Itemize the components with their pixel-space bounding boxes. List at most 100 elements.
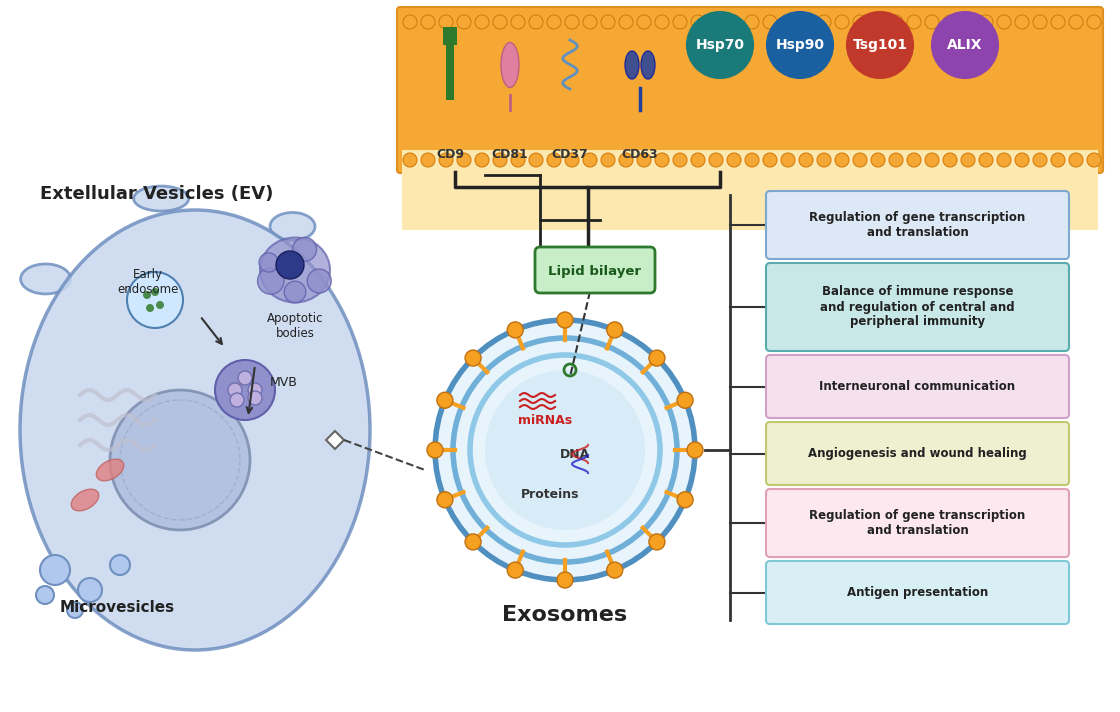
Circle shape [961,153,976,167]
Circle shape [925,15,939,29]
FancyBboxPatch shape [766,489,1068,557]
Circle shape [511,15,525,29]
FancyBboxPatch shape [766,191,1068,259]
Circle shape [637,153,651,167]
Text: Regulation of gene transcription
and translation: Regulation of gene transcription and tra… [810,211,1026,239]
Circle shape [637,15,651,29]
Text: CD37: CD37 [552,148,588,161]
Circle shape [1015,153,1029,167]
Circle shape [961,15,976,29]
Ellipse shape [110,390,250,530]
Circle shape [146,304,153,312]
Circle shape [745,153,759,167]
Circle shape [1068,15,1083,29]
Circle shape [465,534,482,550]
Circle shape [1015,15,1029,29]
Circle shape [439,15,452,29]
Circle shape [547,15,561,29]
Text: Hsp70: Hsp70 [696,38,745,52]
Circle shape [648,350,665,366]
Text: CD81: CD81 [492,148,529,161]
FancyBboxPatch shape [766,422,1068,485]
Circle shape [457,153,472,167]
Circle shape [1051,15,1065,29]
Circle shape [403,153,417,167]
Circle shape [1033,153,1047,167]
Circle shape [781,15,795,29]
Circle shape [925,153,939,167]
Polygon shape [326,431,344,449]
Circle shape [836,153,849,167]
Circle shape [127,272,183,328]
Circle shape [889,15,903,29]
Text: Lipid bilayer: Lipid bilayer [549,264,642,278]
Circle shape [67,602,83,618]
Text: Proteins: Proteins [521,488,579,501]
Ellipse shape [96,459,123,481]
Circle shape [436,320,694,580]
Bar [444,27,457,45]
Circle shape [847,12,913,78]
Text: miRNAs: miRNAs [517,414,572,426]
Ellipse shape [276,251,304,279]
Circle shape [507,322,523,338]
Circle shape [871,15,885,29]
Text: Regulation of gene transcription
and translation: Regulation of gene transcription and tra… [810,509,1026,537]
Circle shape [230,393,244,407]
Circle shape [601,153,615,167]
Circle shape [475,15,489,29]
Text: Antigen presentation: Antigen presentation [847,586,988,599]
Circle shape [40,555,69,585]
Circle shape [564,153,579,167]
Text: Balance of immune response
and regulation of central and
peripheral immunity: Balance of immune response and regulatio… [820,286,1015,328]
FancyBboxPatch shape [766,561,1068,624]
Text: Microvesicles: Microvesicles [60,600,175,615]
Circle shape [475,153,489,167]
Circle shape [691,15,704,29]
Text: Extellular Vesicles (EV): Extellular Vesicles (EV) [40,185,273,203]
Circle shape [853,15,867,29]
Text: Hsp90: Hsp90 [775,38,824,52]
Circle shape [485,370,645,530]
Text: Apoptotic
bodies: Apoptotic bodies [267,312,324,340]
Circle shape [237,371,252,385]
Circle shape [143,291,151,299]
Circle shape [997,15,1011,29]
Ellipse shape [20,264,71,294]
FancyBboxPatch shape [535,247,655,293]
Text: Interneuronal communication: Interneuronal communication [820,380,1016,393]
Circle shape [816,153,831,167]
Circle shape [889,153,903,167]
Circle shape [687,442,703,458]
Text: Tsg101: Tsg101 [852,38,907,52]
Circle shape [427,442,444,458]
Circle shape [1051,153,1065,167]
Circle shape [799,153,813,167]
Circle shape [1088,15,1101,29]
Circle shape [584,153,597,167]
Circle shape [799,15,813,29]
Circle shape [1033,15,1047,29]
Circle shape [601,15,615,29]
Circle shape [457,15,472,29]
Circle shape [1068,153,1083,167]
Circle shape [1088,153,1101,167]
Circle shape [437,392,452,408]
Circle shape [781,153,795,167]
Circle shape [110,555,130,575]
Circle shape [258,268,284,294]
Circle shape [816,15,831,29]
Circle shape [228,383,242,397]
Ellipse shape [625,51,640,79]
Circle shape [763,153,777,167]
Circle shape [687,12,753,78]
Circle shape [763,15,777,29]
Text: MVB: MVB [270,375,298,389]
Circle shape [557,312,573,328]
Circle shape [529,15,543,29]
Ellipse shape [270,212,315,241]
Circle shape [745,15,759,29]
Ellipse shape [641,51,655,79]
Ellipse shape [133,186,188,211]
Text: CD63: CD63 [622,148,659,161]
